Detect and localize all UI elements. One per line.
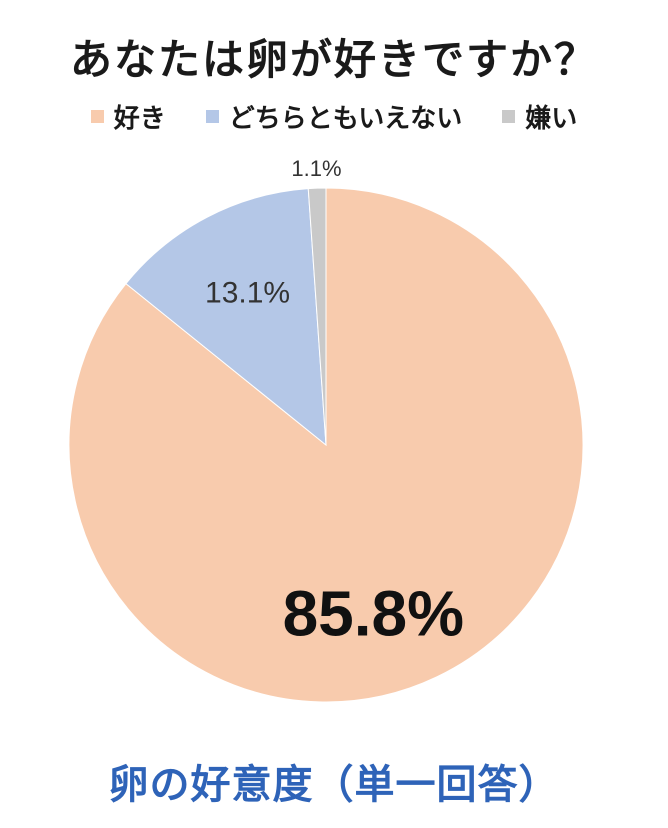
legend-swatch-like (90, 110, 104, 123)
data-label-neutral: 13.1% (205, 277, 290, 310)
legend-swatch-dislike (502, 110, 516, 123)
legend-label-neutral: どちらともいえない (228, 104, 463, 134)
legend-item-like: 好き (90, 98, 166, 135)
chart-legend: 好き どちらともいえない 嫌い (0, 98, 668, 135)
chart-title: あなたは卵が好きですか？ (69, 35, 598, 84)
data-label-like: 85.8% (283, 577, 464, 649)
pie-slices (68, 187, 584, 703)
legend-label-dislike: 嫌い (525, 104, 578, 134)
pie-labels: 85.8% 13.1% 1.1% (205, 156, 464, 649)
legend-item-dislike: 嫌い (502, 98, 577, 135)
pie-slice-like (68, 187, 584, 703)
pie-slice-neutral (125, 188, 327, 447)
legend-swatch-neutral (205, 110, 219, 123)
pie-slice-dislike (307, 187, 327, 446)
legend-label-like: 好き (113, 104, 166, 134)
legend-item-neutral: どちらともいえない (205, 98, 463, 135)
data-label-dislike: 1.1% (291, 156, 341, 181)
chart-subtitle: 卵の好意度（単一回答） (108, 762, 560, 808)
